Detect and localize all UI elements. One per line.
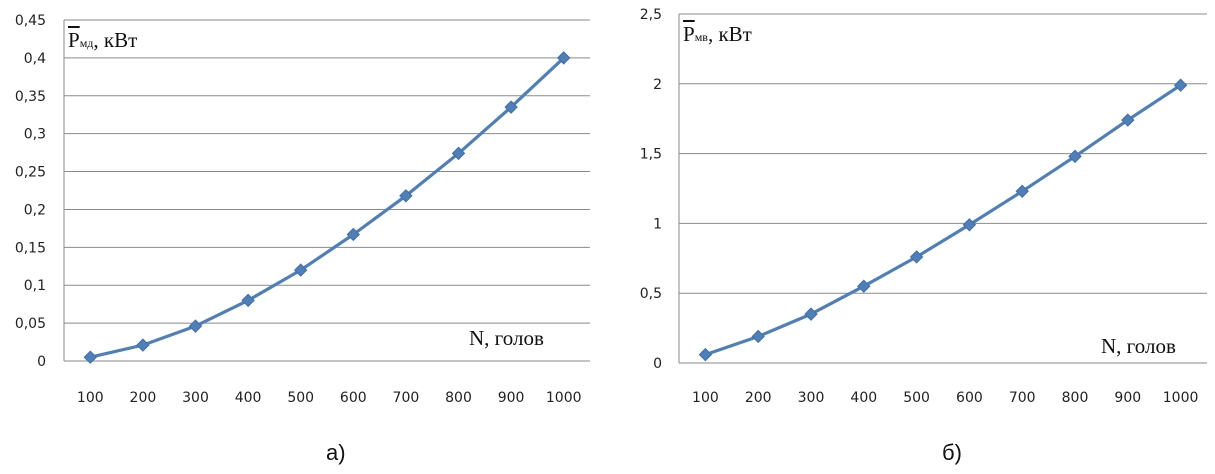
chart-b-data-point bbox=[962, 218, 977, 232]
chart-a-caption: а) bbox=[326, 440, 346, 465]
chart-b-ytick-label: 1,5 bbox=[640, 147, 662, 163]
chart-a-ylabel-subscript: мд bbox=[79, 36, 94, 50]
chart-b-ylabel: Pмв, кВт bbox=[683, 22, 752, 47]
chart-b-data-point bbox=[698, 347, 713, 362]
chart-a-ytick-label: 0,45 bbox=[15, 13, 46, 29]
chart-a-data-point bbox=[399, 189, 413, 203]
chart-a-data-point bbox=[451, 146, 466, 161]
chart-b-data-point bbox=[751, 329, 765, 344]
chart-b-ylabel-subscript: мв bbox=[694, 30, 708, 44]
chart-a-data-point bbox=[346, 227, 361, 242]
chart-b-xtick-label: 1000 bbox=[1163, 390, 1199, 406]
chart-a-ytick-label: 0,35 bbox=[15, 89, 46, 105]
chart-b-xtick-label: 900 bbox=[1114, 390, 1141, 406]
chart-b-data-point bbox=[909, 250, 924, 264]
chart-a-xtick-label: 1000 bbox=[546, 390, 582, 406]
chart-b-caption: б) bbox=[942, 440, 962, 465]
chart-b-ylabel-unit: , кВт bbox=[707, 22, 752, 46]
chart-b-ylabel-symbol: P bbox=[683, 22, 695, 46]
chart-a-data-point bbox=[556, 51, 571, 65]
chart-a-xtick-label: 300 bbox=[182, 390, 209, 406]
chart-a-ylabel-symbol: P bbox=[68, 28, 80, 52]
chart-a-ylabel: Pмд, кВт bbox=[68, 28, 137, 53]
chart-a-xlabel: N, голов bbox=[467, 326, 546, 351]
chart-b-xlabel: N, голов bbox=[1099, 334, 1178, 359]
chart-a-ytick-label: 0,05 bbox=[15, 316, 46, 332]
chart-a-series-line bbox=[89, 56, 565, 359]
chart-a-ytick-label: 0,4 bbox=[24, 51, 46, 67]
chart-a-ytick-label: 0,1 bbox=[24, 278, 46, 294]
chart-b-ytick-label: 0 bbox=[653, 356, 662, 372]
chart-a-xtick-label: 500 bbox=[287, 390, 314, 406]
chart-a-xtick-label: 900 bbox=[498, 390, 525, 406]
chart-b-xtick-label: 700 bbox=[1009, 390, 1036, 406]
chart-b-data-point bbox=[857, 279, 871, 293]
chart-panel-a: 0 0,05 0,1 0,15 0,2 0,25 0,3 0,35 0,4 0,45 100 200 3… bbox=[0, 0, 600, 474]
chart-a-ylabel-unit: , кВт bbox=[93, 28, 138, 52]
chart-b-data-point bbox=[1173, 78, 1188, 92]
chart-b-data-point bbox=[1015, 184, 1029, 198]
chart-a-data-point bbox=[504, 100, 518, 114]
chart-a-xtick-label: 100 bbox=[77, 390, 104, 406]
chart-b-ytick-label: 2 bbox=[653, 77, 662, 93]
chart-a-plot: 0 0,05 0,1 0,15 0,2 0,25 0,3 0,35 0,4 0,45 100 200 3… bbox=[15, 13, 590, 406]
chart-b-data-point bbox=[1121, 113, 1135, 127]
chart-a-ytick-label: 0,2 bbox=[24, 202, 46, 218]
chart-a-xtick-label: 200 bbox=[130, 390, 157, 406]
chart-b-data-point bbox=[1068, 149, 1082, 164]
chart-b-xtick-label: 600 bbox=[956, 390, 983, 406]
chart-b-ytick-label: 0,5 bbox=[640, 286, 662, 302]
chart-a-ytick-label: 0,3 bbox=[24, 127, 46, 143]
chart-a-data-point bbox=[241, 293, 255, 308]
chart-a-xtick-label: 700 bbox=[393, 390, 420, 406]
chart-a-ytick-label: 0,15 bbox=[15, 240, 46, 256]
chart-a-data-point bbox=[83, 350, 98, 364]
chart-panel-b: 0 0,5 1 1,5 2 2,5 100 200 300 400 500 600 700 800 900 1… bbox=[612, 0, 1215, 474]
chart-b-xtick-label: 500 bbox=[903, 390, 930, 406]
chart-a-data-point bbox=[136, 338, 150, 352]
chart-b-data-point bbox=[804, 307, 818, 321]
chart-a-xtick-label: 800 bbox=[445, 390, 472, 406]
chart-a-xtick-label: 600 bbox=[340, 390, 367, 406]
chart-b-plot: 0 0,5 1 1,5 2 2,5 100 200 300 400 500 600 700 800 900 1… bbox=[640, 7, 1207, 406]
chart-a-data-point bbox=[188, 319, 203, 333]
chart-b-ytick-label: 2,5 bbox=[640, 7, 662, 23]
chart-b-xtick-label: 300 bbox=[798, 390, 825, 406]
chart-a-data-point bbox=[293, 263, 308, 277]
chart-a-xtick-label: 400 bbox=[235, 390, 262, 406]
chart-b-xtick-label: 400 bbox=[850, 390, 877, 406]
chart-a-ytick-label: 0 bbox=[37, 354, 46, 370]
chart-b-xtick-label: 100 bbox=[692, 390, 719, 406]
chart-b-ytick-label: 1 bbox=[653, 216, 662, 232]
chart-b-series-line bbox=[704, 83, 1182, 357]
chart-b-xtick-label: 800 bbox=[1062, 390, 1089, 406]
chart-a-ytick-label: 0,25 bbox=[15, 165, 46, 181]
chart-b-xtick-label: 200 bbox=[745, 390, 772, 406]
